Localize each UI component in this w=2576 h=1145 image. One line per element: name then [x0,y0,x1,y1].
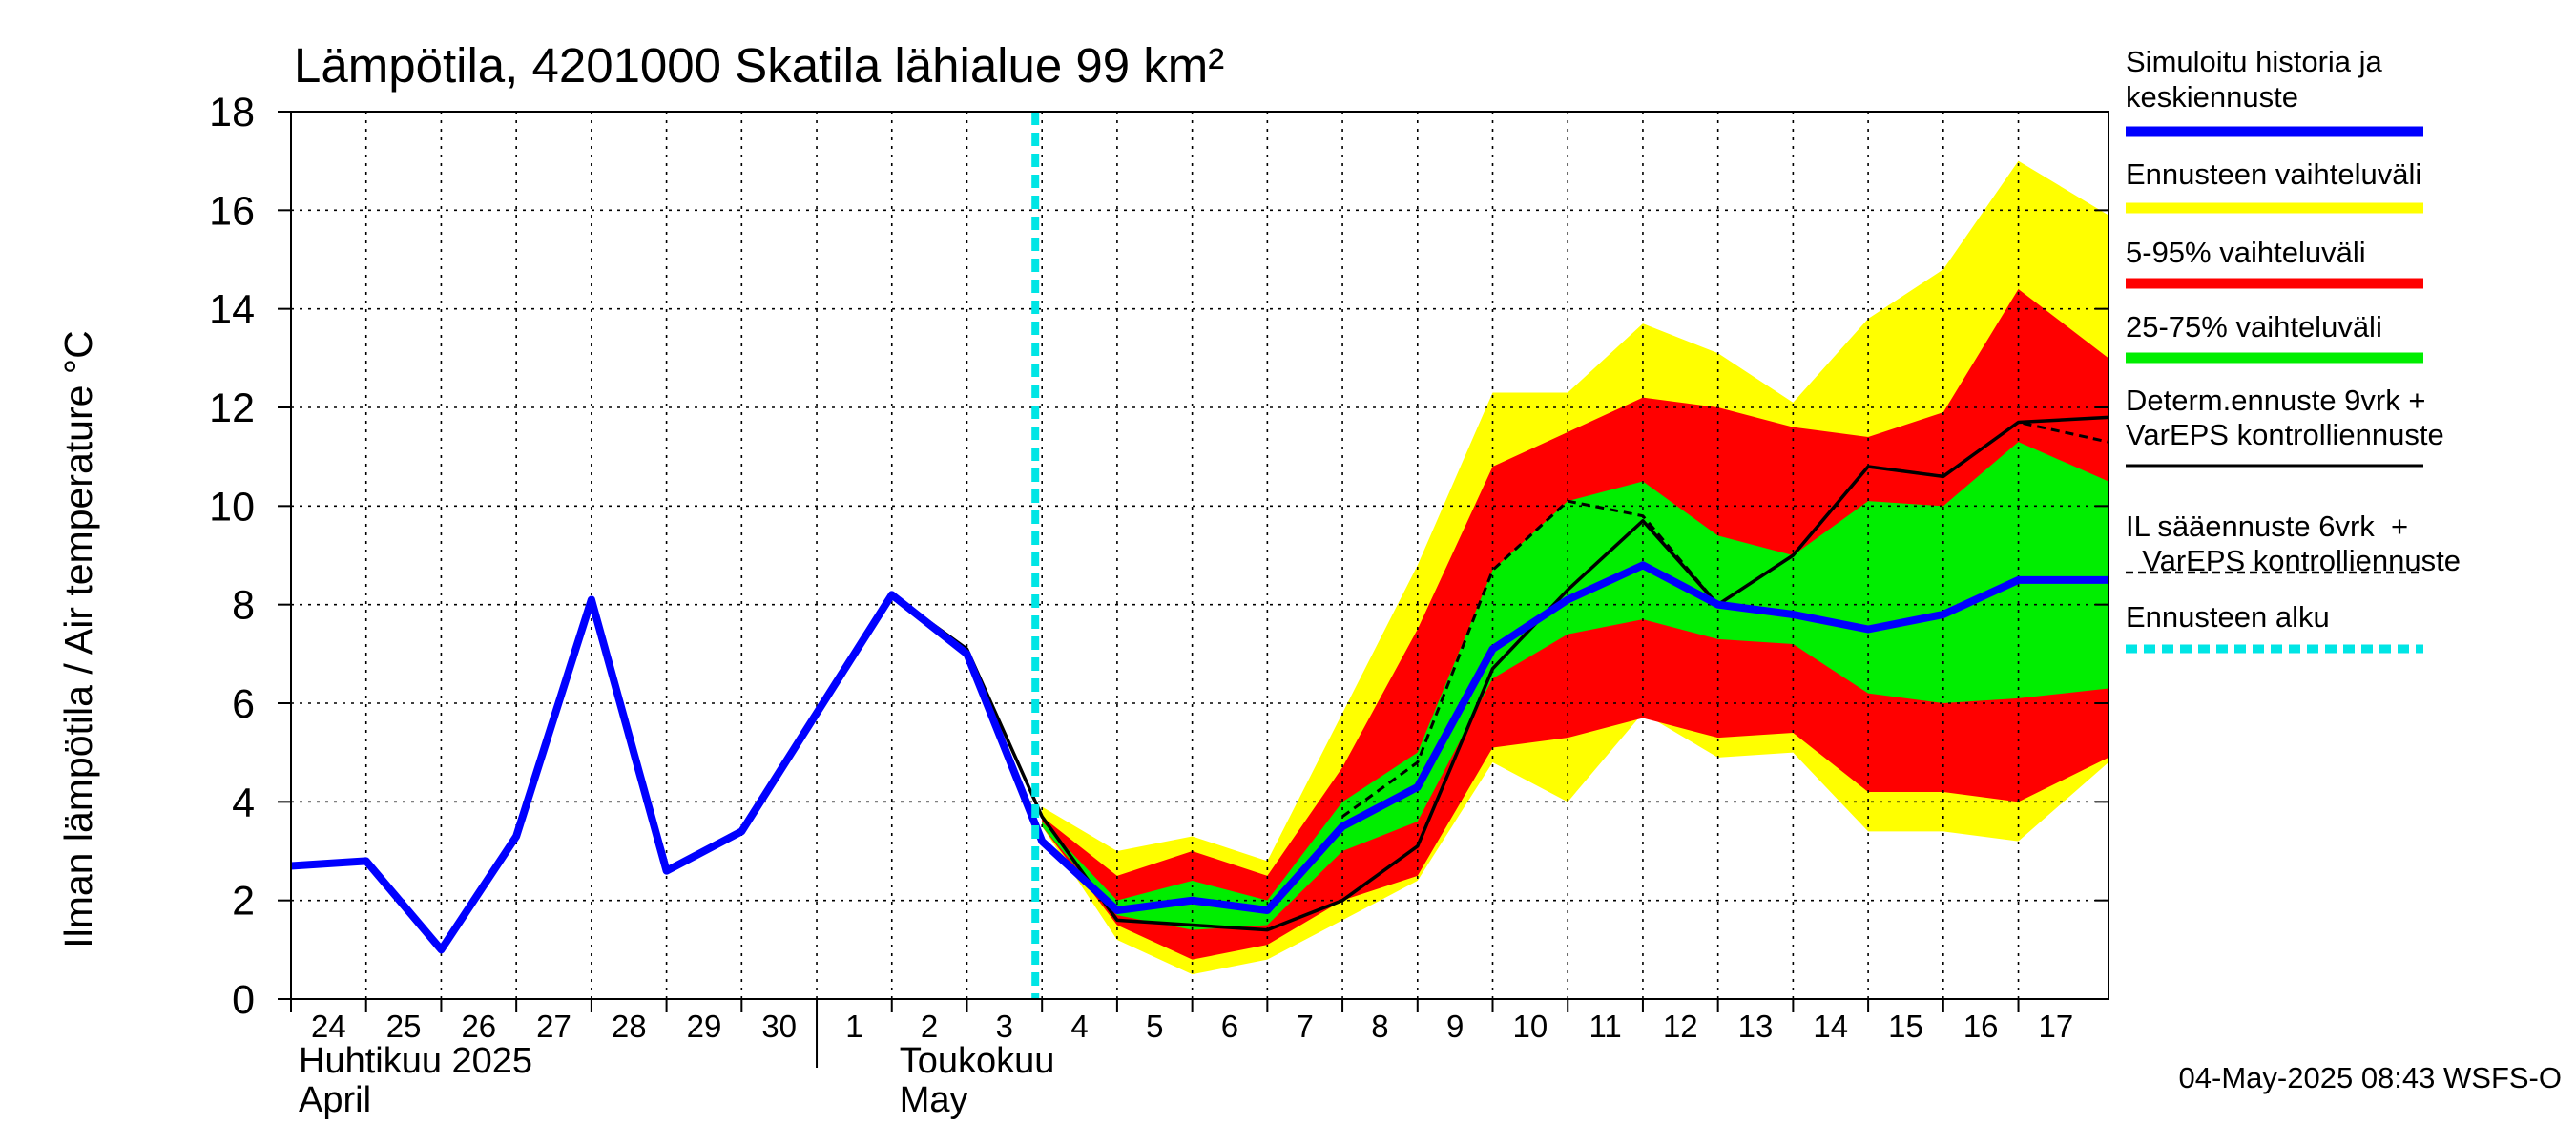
legend-label: Ennusteen alku [2126,600,2330,634]
y-tick-label: 2 [232,879,255,925]
x-day-label: 28 [612,1009,647,1044]
legend-label: Determ.ennuste 9vrk + [2126,384,2425,417]
y-tick-label: 6 [232,681,255,727]
x-day-label: 13 [1738,1009,1774,1044]
y-tick-label: 10 [209,484,255,530]
x-day-label: 6 [1221,1009,1238,1044]
y-tick-label: 8 [232,583,255,629]
x-day-label: 27 [536,1009,571,1044]
month-label-en: May [900,1080,968,1120]
y-tick-label: 4 [232,780,255,825]
band-25-75 [1042,442,2109,930]
month-label-en: April [299,1080,371,1120]
x-day-label: 25 [386,1009,422,1044]
y-tick-label: 12 [209,385,255,431]
legend-label: Ennusteen vaihteluväli [2126,157,2421,191]
x-day-label: 8 [1371,1009,1388,1044]
legend-label: Simuloitu historia ja [2126,45,2383,78]
y-tick-label: 18 [209,90,255,135]
x-day-label: 3 [996,1009,1013,1044]
x-day-label: 26 [461,1009,496,1044]
x-day-label: 30 [761,1009,797,1044]
legend-label: keskiennuste [2126,80,2298,114]
legend-label: VarEPS kontrolliennuste [2126,418,2444,451]
chart-title: Lämpötila, 4201000 Skatila lähialue 99 k… [294,38,1224,93]
x-day-label: 24 [311,1009,346,1044]
x-day-label: 10 [1513,1009,1548,1044]
legend-label: 25-75% vaihteluväli [2126,310,2382,344]
x-day-label: 17 [2039,1009,2074,1044]
x-day-label: 14 [1813,1009,1848,1044]
legend-label: 5-95% vaihteluväli [2126,236,2366,269]
series-median-line [290,561,2109,954]
x-day-label: 2 [921,1009,938,1044]
timestamp-label: 04-May-2025 08:43 WSFS-O [2179,1061,2562,1094]
x-day-label: 29 [687,1009,722,1044]
legend-label: IL sääennuste 6vrk + [2126,510,2408,543]
x-day-label: 12 [1663,1009,1698,1044]
month-label-fi: Toukokuu [900,1041,1055,1081]
x-day-label: 15 [1888,1009,1923,1044]
x-day-label: 7 [1297,1009,1314,1044]
y-axis-label: Ilman lämpötila / Air temperature °C [56,330,100,948]
y-tick-label: 16 [209,188,255,234]
x-day-label: 16 [1963,1009,1999,1044]
plot-frame [290,111,2109,1000]
x-day-label: 9 [1446,1009,1464,1044]
y-tick-label: 0 [232,977,255,1023]
plot-area [290,112,2109,999]
y-tick-label: 14 [209,287,255,333]
x-day-label: 4 [1070,1009,1088,1044]
x-day-label: 5 [1146,1009,1163,1044]
x-day-label: 11 [1589,1009,1621,1044]
month-label-fi: Huhtikuu 2025 [299,1041,532,1081]
x-day-label: 1 [845,1009,862,1044]
